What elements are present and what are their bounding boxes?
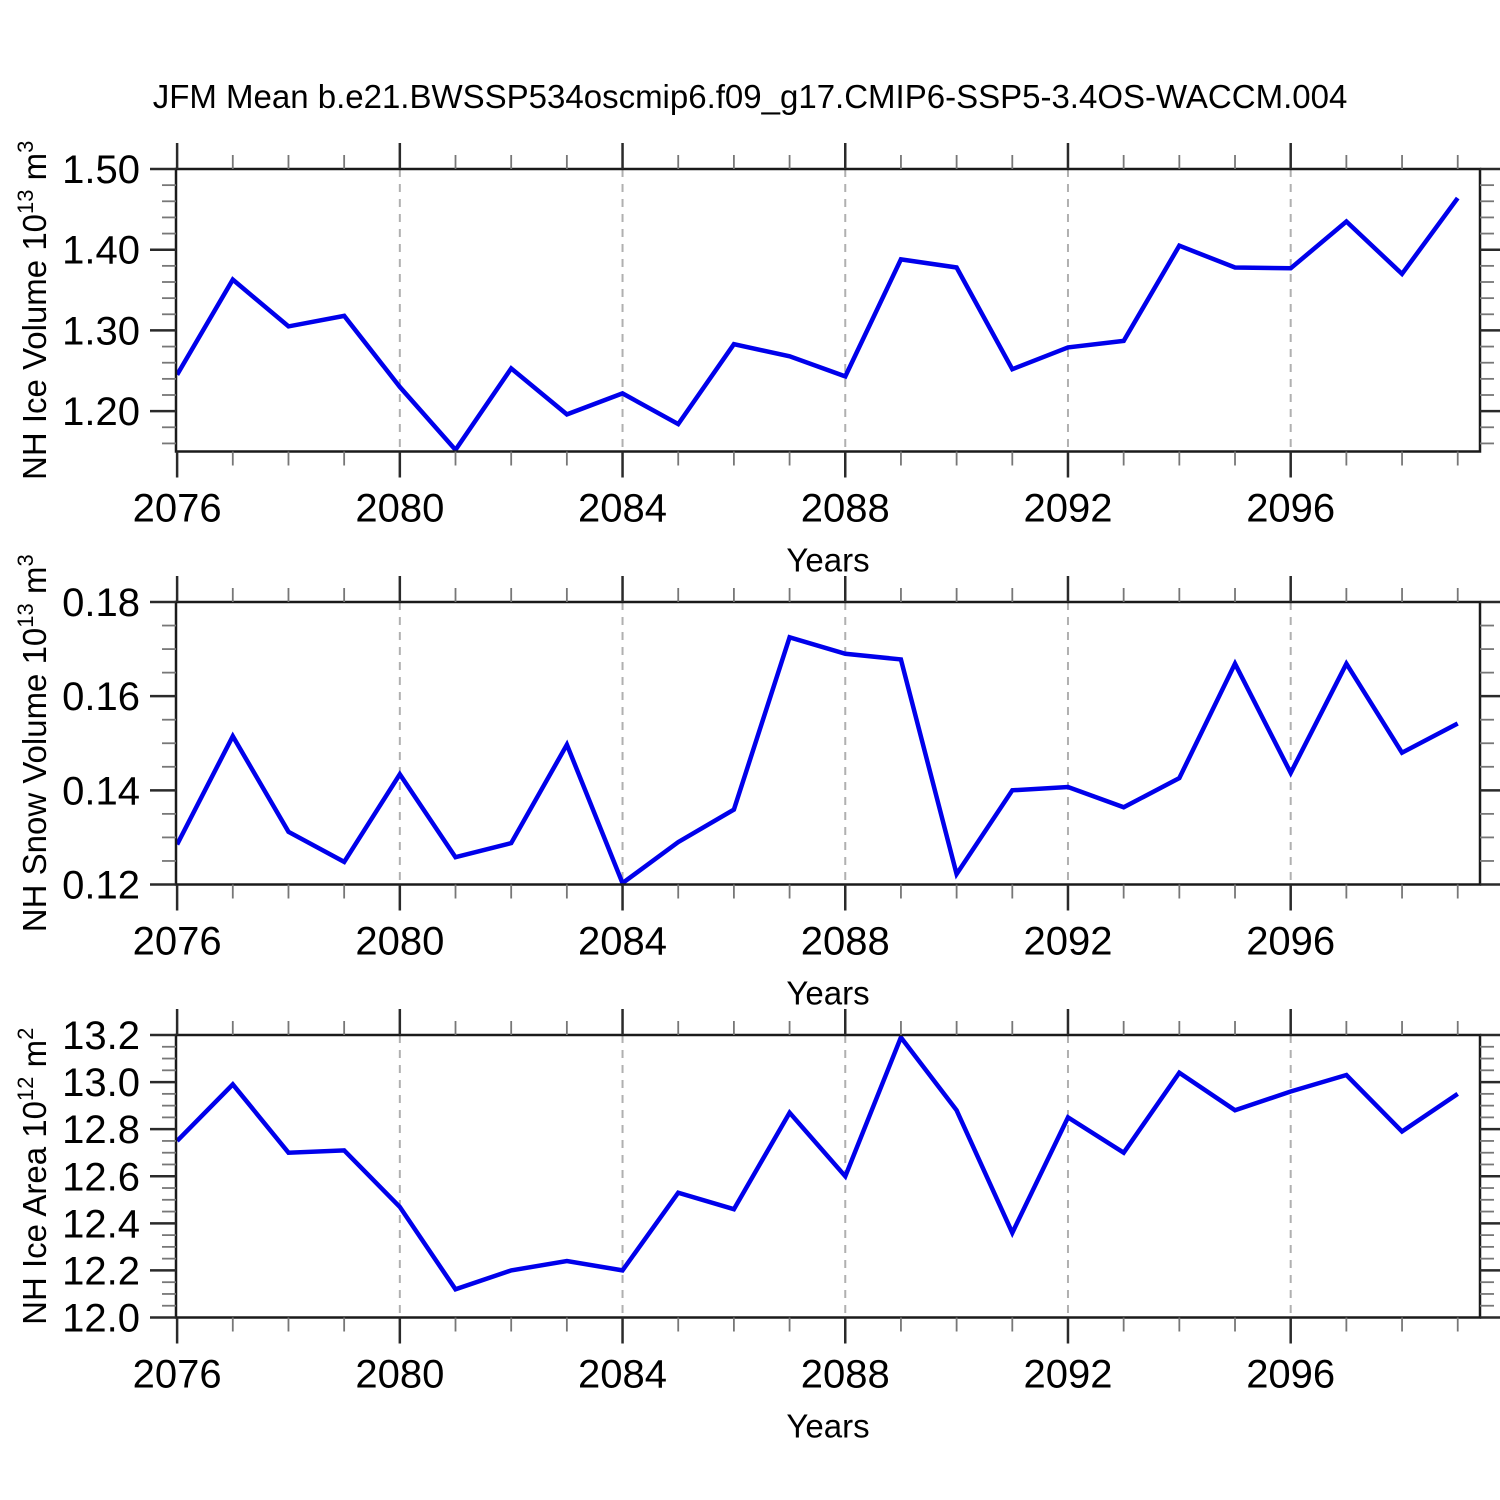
plot-border [174,600,1482,886]
y-tick-label: 1.40 [62,229,140,273]
x-tick-label: 2076 [133,920,222,964]
data-line-nh-ice-volume [175,196,1460,454]
x-tick-label: 2080 [355,1353,444,1397]
y-tick-label: 0.14 [62,769,140,813]
figure-title: JFM Mean b.e21.BWSSP534oscmip6.f09_g17.C… [153,78,1348,115]
y-tick-label: 12.6 [62,1155,140,1199]
y-tick-label: 13.2 [62,1014,140,1058]
x-tick-label: 2088 [801,1353,890,1397]
x-axis-title: Years [786,975,869,1012]
x-axis-title: Years [786,1408,869,1445]
y-tick-label: 12.4 [62,1202,140,1246]
y-tick-label: 0.12 [62,864,140,908]
y-tick-label: 13.0 [62,1061,140,1105]
y-tick-label: 12.8 [62,1108,140,1152]
y-axis-title: NH Snow Volume 1013 m3 [13,554,53,932]
x-tick-label: 2076 [133,487,222,531]
x-tick-label: 2080 [355,487,444,531]
x-tick-label: 2088 [801,920,890,964]
x-tick-label: 2096 [1246,920,1335,964]
y-axis-title: NH Ice Volume 1013 m3 [13,141,53,480]
panel-nh-ice-area: 13.213.012.812.612.412.212.0 2076 2080 2084… [13,1009,1500,1445]
y-tick-label: 12.2 [62,1249,140,1293]
y-tick-label: 1.30 [62,309,140,353]
data-line-nh-snow-volume [175,634,1459,887]
x-tick-label: 2076 [133,1353,222,1397]
x-tick-label: 2084 [578,920,667,964]
y-tick-label: 0.16 [62,675,140,719]
x-tick-label: 2088 [801,487,890,531]
x-tick-label: 2092 [1023,1353,1112,1397]
y-tick-label: 12.0 [62,1297,140,1341]
y-tick-label: 1.50 [62,148,140,192]
panel-nh-snow-volume: 0.18 0.16 0.14 0.12 2076 2080 2084 2088 2092 2096… [13,554,1500,1012]
x-tick-label: 2092 [1023,920,1112,964]
y-tick-label: 0.18 [62,581,140,625]
x-tick-label: 2092 [1023,487,1112,531]
x-axis-title: Years [786,542,869,579]
x-tick-label: 2080 [355,920,444,964]
x-tick-label: 2084 [578,1353,667,1397]
panel-nh-ice-volume: 1.50 1.40 1.30 1.20 2076 2080 2084 2088 2092 2096… [13,141,1500,579]
x-tick-label: 2096 [1246,487,1335,531]
data-line-nh-ice-area [175,1032,1459,1292]
y-tick-label: 1.20 [62,390,140,434]
y-axis-title: NH Ice Area 1012 m2 [13,1028,53,1325]
x-tick-label: 2096 [1246,1353,1335,1397]
plot-border [174,167,1482,453]
x-tick-label: 2084 [578,487,667,531]
